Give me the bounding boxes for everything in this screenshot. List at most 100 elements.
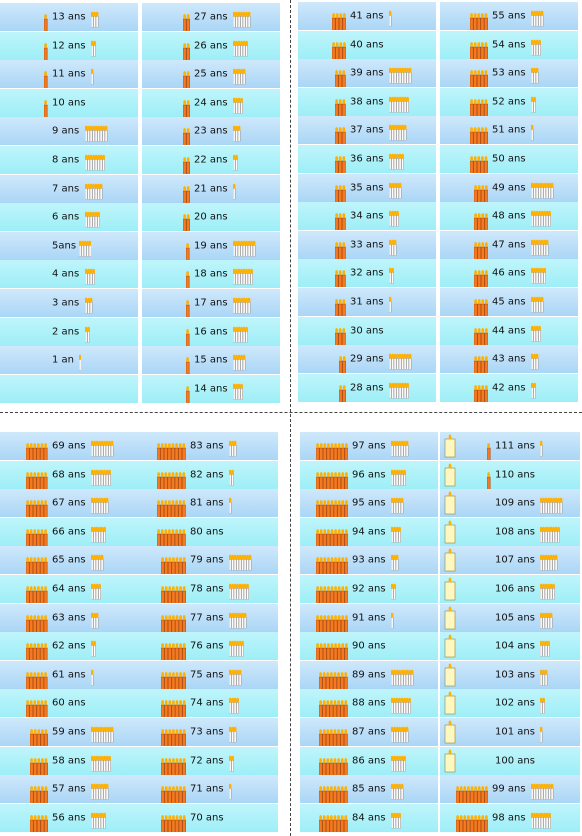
tens-candles-icon bbox=[334, 126, 346, 145]
age-card: 69 ans bbox=[0, 432, 138, 461]
age-label: 48 ans bbox=[492, 210, 526, 222]
unit-candles-icon bbox=[232, 154, 239, 171]
unit-candles-icon bbox=[228, 698, 240, 715]
age-card: 64 ans bbox=[0, 575, 138, 604]
age-label: 72 ans bbox=[190, 755, 224, 767]
age-label: 93 ans bbox=[352, 554, 386, 566]
unit-candles-icon bbox=[232, 269, 254, 286]
unit-candles-icon bbox=[390, 583, 397, 600]
tens-candles-icon bbox=[473, 384, 488, 402]
age-label: 111 ans bbox=[495, 440, 535, 452]
age-label: 30 ans bbox=[350, 325, 384, 337]
tens-candles-icon bbox=[318, 728, 348, 747]
age-label: 74 ans bbox=[190, 697, 224, 709]
unit-candles-icon bbox=[388, 68, 412, 84]
age-label: 65 ans bbox=[52, 554, 86, 566]
unit-candles-icon bbox=[530, 39, 542, 56]
tens-candles-icon bbox=[160, 671, 186, 689]
age-label: 38 ans bbox=[350, 96, 384, 108]
tens-candles-icon bbox=[44, 70, 48, 89]
unit-candles-icon bbox=[228, 469, 235, 486]
age-label: 46 ans bbox=[492, 267, 526, 279]
age-card: 8 ans bbox=[0, 146, 138, 175]
age-label: 106 ans bbox=[495, 583, 535, 595]
unit-candles-icon bbox=[90, 498, 109, 514]
tens-candles-icon bbox=[334, 212, 346, 231]
age-card: 105 ans bbox=[440, 603, 580, 632]
tens-candles-icon bbox=[182, 156, 190, 175]
age-label: 31 ans bbox=[350, 296, 384, 308]
age-card: 80 ans bbox=[138, 517, 278, 546]
age-label: 42 ans bbox=[492, 382, 526, 394]
unit-candles-icon bbox=[388, 153, 405, 170]
age-card: 79 ans bbox=[138, 546, 278, 575]
age-card: 58 ans bbox=[0, 746, 138, 775]
age-label: 69 ans bbox=[52, 440, 86, 452]
age-label: 85 ans bbox=[352, 783, 386, 795]
age-label: 64 ans bbox=[52, 583, 86, 595]
tens-candles-icon bbox=[26, 671, 48, 689]
age-label: 67 ans bbox=[52, 497, 86, 509]
tens-candles-icon bbox=[334, 298, 346, 317]
tens-candles-icon bbox=[331, 12, 346, 31]
age-card: 66 ans bbox=[0, 517, 138, 546]
age-label: 34 ans bbox=[350, 210, 384, 222]
age-card: 102 ans bbox=[440, 689, 580, 718]
unit-candles-icon bbox=[388, 182, 402, 199]
unit-candles-icon bbox=[388, 354, 412, 370]
tens-candles-icon bbox=[26, 556, 48, 575]
tens-candles-icon bbox=[182, 13, 190, 32]
age-card: 34 ans bbox=[298, 202, 436, 231]
tens-candles-icon bbox=[318, 757, 348, 775]
tens-candles-icon bbox=[315, 642, 348, 661]
age-label: 47 ans bbox=[492, 239, 526, 251]
age-label: 25 ans bbox=[194, 68, 228, 80]
age-card: 43 ans bbox=[440, 345, 578, 374]
unit-candles-icon bbox=[530, 68, 539, 84]
unit-candles-icon bbox=[90, 69, 94, 85]
age-card: 61 ans bbox=[0, 660, 138, 689]
age-label: 51 ans bbox=[492, 124, 526, 136]
unit-candles-icon bbox=[84, 212, 101, 228]
unit-candles-icon bbox=[228, 755, 235, 772]
unit-candles-icon bbox=[90, 583, 102, 600]
age-card: 94 ans bbox=[300, 517, 438, 546]
age-label: 109 ans bbox=[495, 497, 535, 509]
age-card: 30 ans bbox=[298, 316, 436, 345]
age-label: 3 ans bbox=[52, 297, 80, 309]
tens-candles-icon bbox=[29, 785, 48, 804]
age-label: 26 ans bbox=[194, 40, 228, 52]
age-card: 76 ans bbox=[138, 632, 278, 661]
tens-candles-icon bbox=[315, 499, 348, 518]
age-card: 54 ans bbox=[440, 30, 578, 59]
hundred-candle-icon bbox=[444, 663, 456, 689]
tens-candles-icon bbox=[334, 184, 346, 202]
unit-candles-icon bbox=[90, 469, 112, 486]
unit-candles-icon bbox=[540, 612, 553, 629]
age-label: 53 ans bbox=[492, 67, 526, 79]
age-card: 7 ans bbox=[0, 174, 138, 203]
tens-candles-icon bbox=[160, 642, 186, 661]
age-label: 15 ans bbox=[194, 354, 228, 366]
age-card: 110 ans bbox=[440, 460, 580, 489]
unit-candles-icon bbox=[540, 440, 543, 457]
age-card: 81 ans bbox=[138, 489, 278, 518]
tens-candles-icon bbox=[186, 299, 190, 318]
unit-candles-icon bbox=[90, 669, 94, 686]
age-card: 20 ans bbox=[142, 203, 280, 232]
tens-candles-icon bbox=[315, 556, 348, 575]
age-card: 83 ans bbox=[138, 432, 278, 461]
age-label: 62 ans bbox=[52, 640, 86, 652]
tens-candles-icon bbox=[473, 184, 488, 202]
tens-candles-icon bbox=[182, 127, 190, 146]
tens-candles-icon bbox=[186, 356, 190, 375]
age-card: 40 ans bbox=[298, 30, 436, 59]
age-card: 49 ans bbox=[440, 173, 578, 202]
age-label: 19 ans bbox=[194, 240, 228, 252]
unit-candles-icon bbox=[390, 555, 399, 572]
age-card: 17 ans bbox=[142, 289, 280, 318]
age-label: 95 ans bbox=[352, 497, 386, 509]
tens-candles-icon bbox=[156, 499, 186, 518]
unit-candles-icon bbox=[84, 297, 93, 314]
unit-candles-icon bbox=[228, 784, 232, 800]
